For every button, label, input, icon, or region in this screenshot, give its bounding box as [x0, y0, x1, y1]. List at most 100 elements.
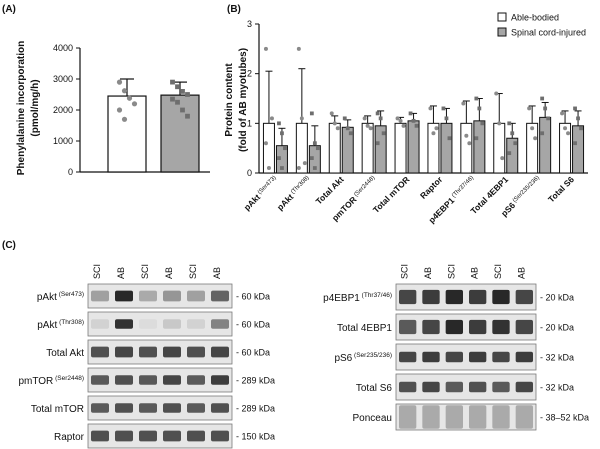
protein-band [115, 403, 133, 413]
data-point [296, 46, 301, 51]
data-point [401, 123, 406, 128]
x-tick-label: pAkt (Ser473) [242, 174, 280, 212]
data-point [494, 91, 499, 96]
legend-swatch [497, 27, 507, 37]
data-point [527, 106, 532, 111]
blot-strip [87, 423, 233, 449]
lane-label: SCI [92, 264, 102, 279]
protein-band [422, 381, 440, 393]
protein-band [445, 351, 463, 363]
data-point [283, 146, 287, 151]
data-point [309, 111, 314, 116]
blot-row-label: Total Akt [46, 348, 84, 359]
protein-band [115, 375, 133, 385]
lane-label: AB [212, 267, 222, 279]
data-point [434, 126, 439, 131]
x-tick-label: Total S6 [546, 174, 576, 204]
y-tick-label: 0 [68, 167, 73, 177]
blot-row-label: Ponceau [353, 413, 392, 424]
data-point [563, 126, 568, 131]
panel-label-a: (A) [2, 4, 16, 15]
lane-label: AB [516, 267, 526, 279]
protein-band [399, 319, 417, 335]
protein-band [139, 319, 157, 329]
bar [361, 122, 374, 174]
molecular-weight-label: - 60 kDa [236, 348, 270, 358]
bar [572, 125, 585, 174]
protein-band [211, 375, 229, 385]
bar [328, 122, 341, 174]
bar [427, 122, 440, 174]
lane-label: AB [116, 267, 126, 279]
protein-band [211, 403, 229, 413]
protein-band [139, 375, 157, 385]
protein-band [115, 290, 133, 302]
data-point [576, 116, 580, 121]
data-point [126, 95, 133, 101]
data-point [477, 106, 482, 111]
data-point [365, 123, 370, 128]
protein-band [469, 405, 487, 429]
molecular-weight-label: - 150 kDa [236, 432, 275, 442]
data-point [560, 111, 565, 116]
blot-strip [395, 403, 537, 431]
protein-band [91, 319, 109, 329]
molecular-weight-label: - 32 kDa [540, 383, 574, 393]
data-point [277, 156, 281, 160]
y-axis-title-units: (fold of AB myotubes) [238, 48, 249, 152]
blot-row-label: pS6 (Ser235/236) [334, 352, 392, 364]
data-point [510, 131, 515, 136]
protein-band [492, 381, 510, 393]
data-point [573, 106, 577, 111]
data-point [375, 141, 380, 146]
protein-band [163, 403, 181, 413]
data-point [302, 161, 307, 166]
data-point [474, 136, 479, 141]
data-point [507, 121, 512, 126]
data-point [546, 116, 551, 121]
protein-band [91, 430, 109, 442]
blot-row-label: p4EBP1 (Thr37/46) [323, 292, 392, 304]
data-point [131, 101, 138, 107]
protein-band [163, 430, 181, 442]
protein-band [469, 289, 487, 305]
data-point [461, 101, 466, 106]
data-point [180, 89, 185, 94]
molecular-weight-label: - 32 kDa [540, 353, 574, 363]
data-point [464, 133, 469, 138]
lane-label: SCI [446, 264, 456, 279]
blot-strip [395, 343, 537, 371]
blot-strip [87, 283, 233, 309]
lane-label: SCI [400, 264, 410, 279]
data-point [342, 116, 347, 121]
data-point [121, 116, 128, 122]
protein-band [163, 375, 181, 385]
lane-label: SCI [188, 264, 198, 279]
protein-band [187, 375, 205, 385]
data-point [180, 107, 185, 113]
protein-band [139, 430, 157, 442]
data-point [579, 126, 583, 131]
protein-band [469, 381, 487, 393]
data-point [467, 141, 472, 146]
protein-band [91, 346, 109, 358]
data-point [414, 123, 419, 128]
data-point [269, 116, 274, 121]
protein-band [115, 346, 133, 358]
molecular-weight-label: - 20 kDa [540, 293, 574, 303]
protein-band [515, 405, 533, 429]
molecular-weight-label: - 20 kDa [540, 323, 574, 333]
data-point [447, 136, 452, 141]
panel-label-b: (B) [227, 4, 241, 15]
protein-band [515, 319, 533, 335]
blot-strip [87, 367, 233, 393]
protein-band [445, 405, 463, 429]
data-point [543, 106, 548, 111]
protein-band [163, 290, 181, 302]
bar [539, 116, 552, 174]
y-tick-label: 2000 [53, 105, 73, 115]
blot-strip [87, 339, 233, 365]
blot-row-label: pAkt (Thr308) [37, 319, 84, 331]
lane-label: AB [423, 267, 433, 279]
bar [473, 120, 486, 174]
